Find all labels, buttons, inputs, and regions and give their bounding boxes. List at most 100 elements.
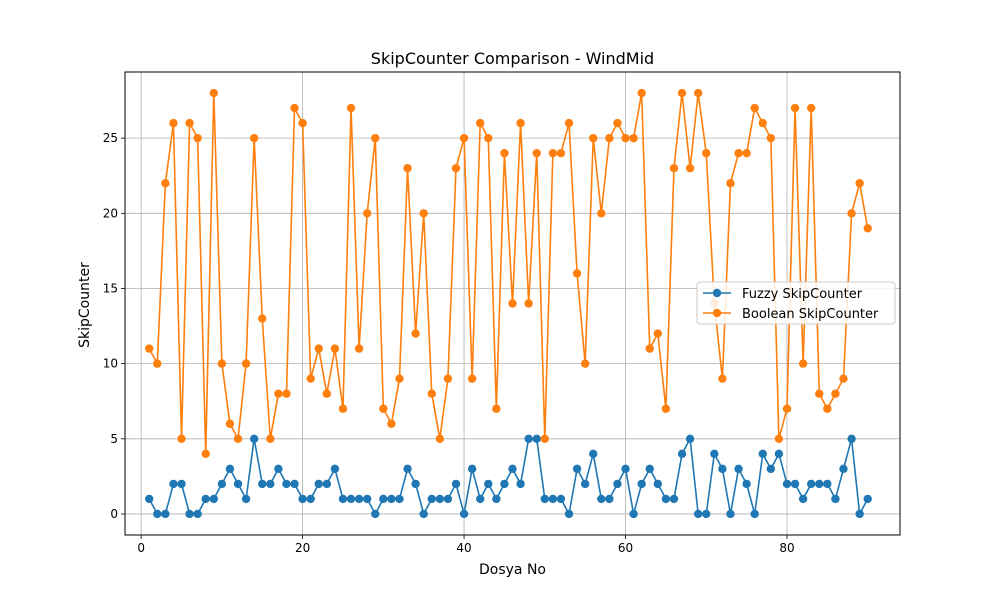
data-point — [524, 299, 533, 308]
data-point — [693, 88, 703, 98]
data-point — [637, 479, 646, 489]
data-point — [403, 464, 412, 474]
data-point — [669, 494, 679, 504]
data-point — [621, 133, 630, 143]
data-point — [572, 464, 582, 474]
data-point — [185, 509, 194, 519]
data-point — [774, 434, 784, 443]
data-point — [330, 344, 340, 353]
data-point — [540, 494, 549, 504]
data-point — [580, 359, 590, 368]
data-point — [346, 103, 356, 113]
data-point — [161, 179, 170, 188]
data-point — [516, 118, 525, 128]
data-point — [806, 103, 816, 113]
data-point — [758, 118, 767, 128]
data-point — [459, 133, 469, 143]
data-point — [306, 374, 315, 383]
data-point — [169, 479, 178, 489]
data-point — [338, 404, 348, 413]
data-point — [282, 389, 291, 398]
data-point — [427, 389, 436, 398]
data-point — [403, 164, 412, 173]
data-point — [395, 494, 404, 504]
data-point — [371, 509, 380, 519]
legend-box — [696, 281, 896, 325]
data-point — [314, 479, 323, 489]
data-point — [677, 449, 687, 459]
data-point — [354, 494, 364, 504]
data-point — [258, 314, 267, 323]
data-point — [661, 404, 671, 413]
data-point — [282, 479, 291, 489]
data-point — [548, 494, 558, 504]
data-point — [823, 404, 832, 413]
data-point — [290, 479, 299, 489]
data-point — [467, 464, 477, 474]
data-point — [532, 148, 541, 158]
data-point — [153, 509, 162, 519]
data-point — [443, 494, 453, 504]
data-point — [621, 464, 630, 474]
data-point — [258, 479, 267, 489]
series-boolean — [145, 88, 872, 459]
data-point — [702, 148, 711, 158]
data-point — [685, 164, 695, 173]
data-point — [702, 509, 711, 519]
x-tick-label: 80 — [779, 541, 794, 555]
y-axis-label: SkipCounter — [77, 262, 93, 348]
data-point — [823, 479, 832, 489]
y-tick-label: 5 — [110, 432, 118, 446]
data-point — [693, 509, 703, 519]
data-point — [831, 389, 840, 398]
data-point — [669, 164, 679, 173]
data-point — [653, 329, 663, 338]
data-point — [241, 494, 251, 504]
data-point — [508, 464, 517, 474]
data-point — [734, 148, 743, 158]
data-point — [266, 434, 275, 443]
x-tick-label: 40 — [456, 541, 471, 555]
data-point — [314, 344, 323, 353]
data-point — [847, 434, 856, 443]
data-point — [435, 434, 445, 443]
data-point — [298, 494, 307, 504]
data-point — [362, 494, 372, 504]
legend-marker — [712, 288, 722, 298]
data-point — [564, 118, 574, 128]
data-point — [274, 464, 283, 474]
data-point — [758, 449, 767, 459]
data-point — [379, 404, 388, 413]
data-point — [564, 509, 574, 519]
data-point — [556, 148, 566, 158]
data-point — [249, 133, 259, 143]
data-point — [734, 464, 743, 474]
legend-label: Boolean SkipCounter — [742, 307, 879, 322]
data-point — [395, 374, 404, 383]
data-point — [451, 479, 461, 489]
chart-title: SkipCounter Comparison - WindMid — [371, 49, 654, 68]
y-tick-label: 10 — [103, 357, 118, 371]
legend-item: Boolean SkipCounter — [703, 307, 879, 322]
x-tick-label: 20 — [295, 541, 310, 555]
data-point — [161, 509, 170, 519]
data-point — [338, 494, 348, 504]
data-point — [379, 494, 388, 504]
data-point — [815, 389, 824, 398]
data-point — [476, 118, 485, 128]
data-point — [217, 479, 227, 489]
data-point — [266, 479, 275, 489]
data-point — [718, 464, 727, 474]
data-point — [774, 449, 784, 459]
data-point — [863, 224, 872, 233]
data-point — [177, 479, 186, 489]
data-point — [233, 434, 243, 443]
data-point — [419, 509, 428, 519]
data-point — [798, 359, 808, 368]
data-point — [290, 103, 299, 113]
y-tick-label: 0 — [110, 507, 118, 521]
data-point — [153, 359, 162, 368]
data-point — [597, 494, 606, 504]
series-line — [148, 92, 869, 455]
